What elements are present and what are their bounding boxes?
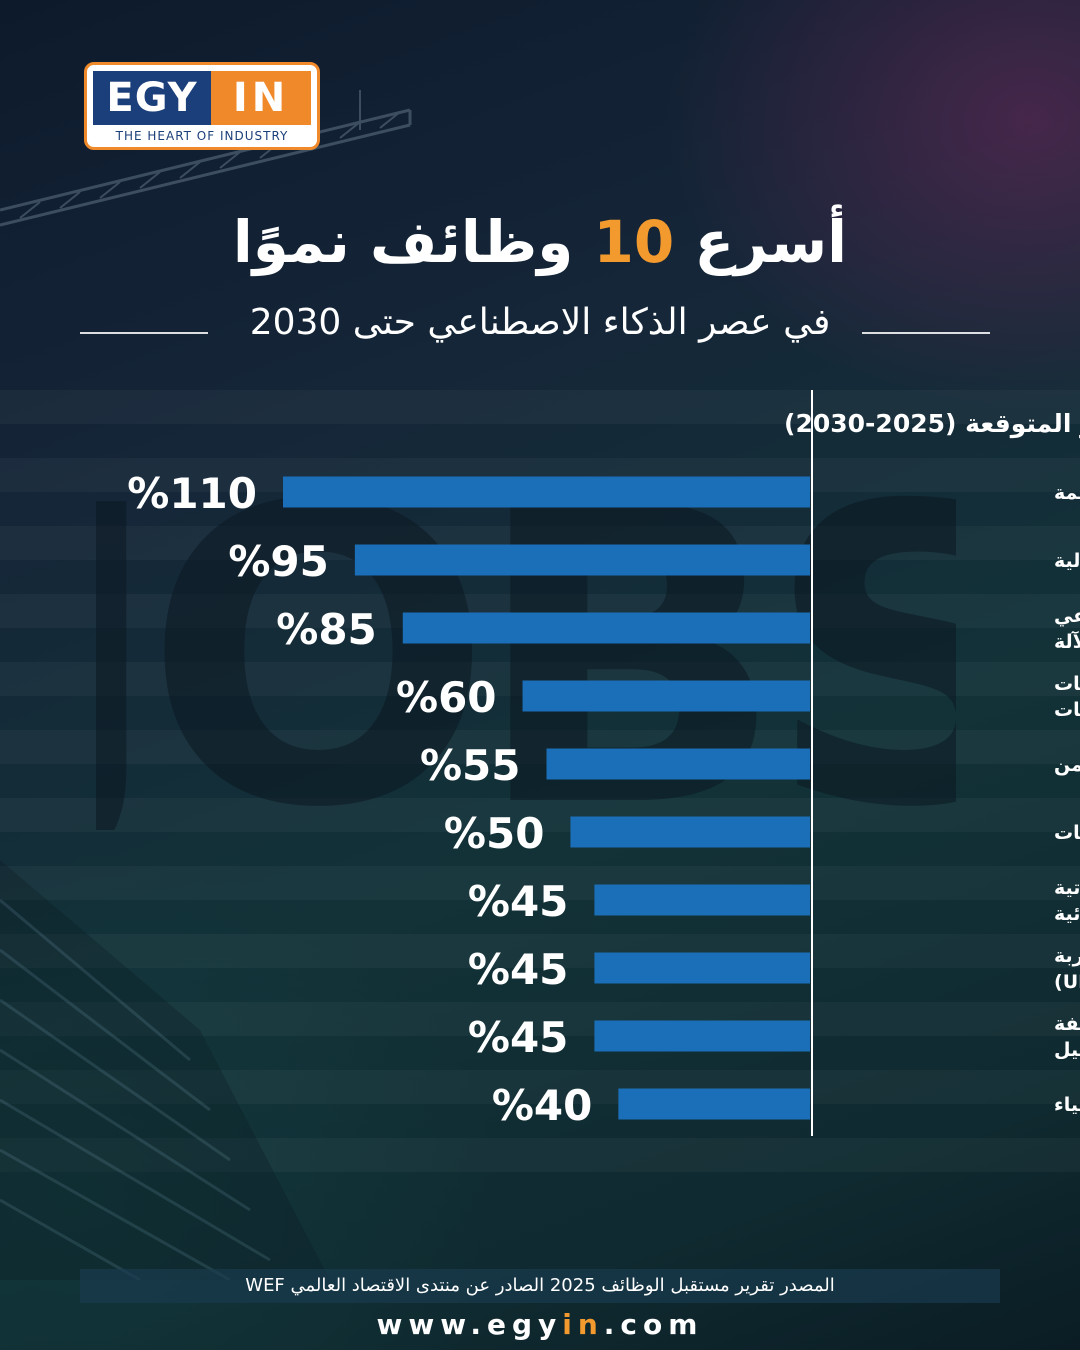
category-label-10: أخصائيو إنترنت الأشياء xyxy=(1054,1092,1080,1116)
category-label-8-line-1: مصممو واجهات وتجربة xyxy=(1054,945,1080,967)
category-label-9-line-2: وخدمات التوصيل xyxy=(1054,1039,1080,1061)
logo-egy-text: EGY xyxy=(93,71,211,125)
bars-layer: %110 أخصائيو البيانات الضخمة %95 مهندسو الت… xyxy=(127,469,1080,1130)
bar-8 xyxy=(594,952,810,984)
website-url[interactable]: www.egyin.com xyxy=(0,1308,1080,1341)
page-title: أسرع 10 وظائف نموًا xyxy=(0,202,1080,282)
category-label-7-line-2: والكهربائية xyxy=(1054,903,1080,925)
source-band xyxy=(80,1269,1000,1303)
bar-7 xyxy=(594,884,810,916)
logo-in-text: IN xyxy=(211,71,311,125)
category-label-6: أخصائيو تخزين البيانات xyxy=(1054,820,1080,844)
bar-10 xyxy=(618,1088,810,1120)
category-label-9: سائقو الشاحنات الخفيفة وخدمات التوصيل xyxy=(1054,1013,1080,1061)
category-label-8-line-2: المستخدم (UI/UX) xyxy=(1054,971,1080,993)
growth-bar-chart: نسبة النمو المتوقعة (2025-2030) %110 أخصا… xyxy=(127,390,1080,1136)
category-label-9-line-1: سائقو الشاحنات الخفيفة xyxy=(1054,1013,1080,1035)
value-label-4: %60 xyxy=(396,673,497,722)
title-number: 10 xyxy=(593,208,675,276)
category-label-3: أخصائيو الذكاء الاصطناعي وتعلم الآلة xyxy=(1054,603,1080,653)
value-label-5: %55 xyxy=(420,741,521,790)
chart-title: نسبة النمو المتوقعة (2025-2030) xyxy=(784,409,1080,439)
bar-4 xyxy=(522,680,810,712)
bar-1 xyxy=(283,476,810,508)
category-label-1-line-1: أخصائيو البيانات الضخمة xyxy=(1054,480,1080,504)
bar-2 xyxy=(354,544,810,576)
category-label-7-line-1: مهندسو المركبات الذاتية xyxy=(1054,877,1080,899)
value-label-2: %95 xyxy=(228,537,329,586)
website-part-1: www.egy xyxy=(376,1308,563,1341)
bar-3 xyxy=(402,612,810,644)
website-accent: in xyxy=(562,1308,604,1341)
value-label-9: %45 xyxy=(468,1013,569,1062)
value-label-3: %85 xyxy=(276,605,377,654)
category-label-3-line-2: وتعلم الآلة xyxy=(1054,630,1080,653)
value-label-10: %40 xyxy=(492,1081,593,1130)
category-label-4-line-2: والتطبيقات xyxy=(1054,699,1080,721)
category-label-2: مهندسو التكنولوجيا المالية xyxy=(1054,550,1080,572)
category-label-5-line-1: أخصائيو إدارة الأمن xyxy=(1054,752,1080,776)
source-note: المصدر تقرير مستقبل الوظائف 2025 الصادر … xyxy=(245,1275,835,1296)
bar-9 xyxy=(594,1020,810,1052)
category-label-10-line-1: أخصائيو إنترنت الأشياء xyxy=(1054,1092,1080,1116)
value-label-6: %50 xyxy=(444,809,545,858)
category-label-6-line-1: أخصائيو تخزين البيانات xyxy=(1054,820,1080,844)
subtitle-rule-left xyxy=(80,332,208,334)
category-label-3-line-1: أخصائيو الذكاء الاصطناعي xyxy=(1054,603,1080,627)
title-after: وظائف نموًا xyxy=(232,208,594,276)
title-before: أسرع xyxy=(674,208,848,276)
category-label-7: مهندسو المركبات الذاتية والكهربائية xyxy=(1054,877,1080,925)
category-label-1: أخصائيو البيانات الضخمة xyxy=(1054,480,1080,504)
subtitle-rule-right xyxy=(862,332,990,334)
value-label-8: %45 xyxy=(468,945,569,994)
logo-tagline: THE HEART OF INDUSTRY xyxy=(115,129,289,143)
category-label-2-line-1: مهندسو التكنولوجيا المالية xyxy=(1054,550,1080,572)
category-label-8: مصممو واجهات وتجربة المستخدم (UI/UX) xyxy=(1054,945,1080,993)
bar-6 xyxy=(570,816,810,848)
category-label-5: أخصائيو إدارة الأمن xyxy=(1054,752,1080,776)
value-label-1: %110 xyxy=(127,469,257,518)
category-label-4: مطورو البرمجيات والتطبيقات xyxy=(1054,673,1080,721)
category-label-4-line-1: مطورو البرمجيات xyxy=(1054,673,1080,695)
page-subtitle: في عصر الذكاء الاصطناعي حتى 2030 xyxy=(249,302,831,343)
bar-5 xyxy=(546,748,810,780)
value-label-7: %45 xyxy=(468,877,569,926)
egyin-logo: EGY IN THE HEART OF INDUSTRY xyxy=(84,62,320,150)
website-part-2: .com xyxy=(603,1308,704,1341)
